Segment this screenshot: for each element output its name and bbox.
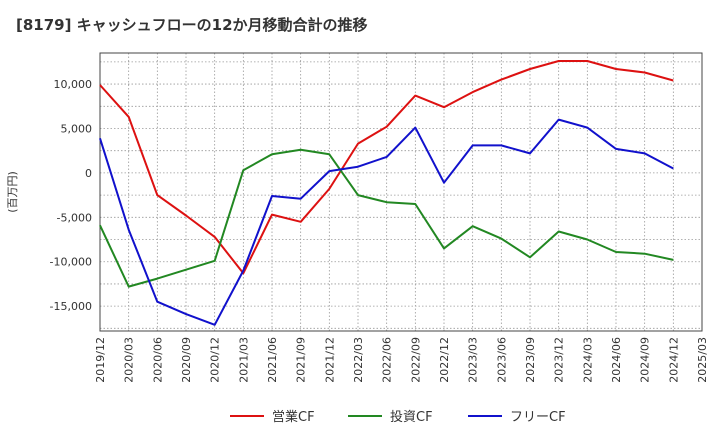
x-tick-label: 2024/09	[639, 337, 652, 383]
series-line-3	[99, 118, 674, 326]
x-tick-label: 2025/03	[696, 337, 709, 383]
y-tick-label: 5,000	[61, 122, 93, 135]
x-tick-label: 2020/06	[151, 337, 164, 383]
y-tick-label: 10,000	[54, 78, 93, 91]
x-tick-label: 2020/12	[209, 337, 222, 383]
y-tick-label: -5,000	[57, 211, 92, 224]
x-tick-label: 2023/09	[524, 337, 537, 383]
x-tick-label: 2022/06	[381, 337, 394, 383]
x-tick-label: 2020/03	[123, 337, 136, 383]
x-tick-label: 2024/06	[610, 337, 623, 383]
x-tick-label: 2023/12	[553, 337, 566, 383]
y-tick-label: -15,000	[50, 300, 92, 313]
x-tick-label: 2020/09	[180, 337, 193, 383]
x-tick-label: 2021/03	[237, 337, 250, 383]
y-tick-label: 0	[85, 167, 92, 180]
x-tick-label: 2024/12	[667, 337, 680, 383]
legend-label-3: フリーCF	[510, 410, 566, 425]
legend-label-1: 営業CF	[272, 409, 315, 425]
x-tick-label: 2022/09	[409, 337, 422, 383]
chart-title: [8179] キャッシュフローの12か月移動合計の推移	[16, 16, 368, 34]
x-tick-label: 2019/12	[94, 337, 107, 383]
x-tick-label: 2021/09	[295, 337, 308, 383]
x-tick-label: 2024/03	[581, 337, 594, 383]
x-tick-label: 2022/03	[352, 337, 365, 383]
plot-area	[100, 53, 702, 331]
series-line-1	[99, 60, 674, 275]
x-tick-label: 2022/12	[438, 337, 451, 383]
x-tick-label: 2021/12	[323, 337, 336, 383]
series-line-2	[99, 148, 674, 288]
y-axis-label: (百万円)	[6, 171, 19, 213]
x-tick-label: 2021/06	[266, 337, 279, 383]
x-tick-label: 2023/03	[467, 337, 480, 383]
legend-label-2: 投資CF	[390, 409, 433, 425]
y-tick-label: -10,000	[50, 256, 92, 269]
x-tick-label: 2023/06	[495, 337, 508, 383]
plot-frame	[99, 52, 703, 332]
